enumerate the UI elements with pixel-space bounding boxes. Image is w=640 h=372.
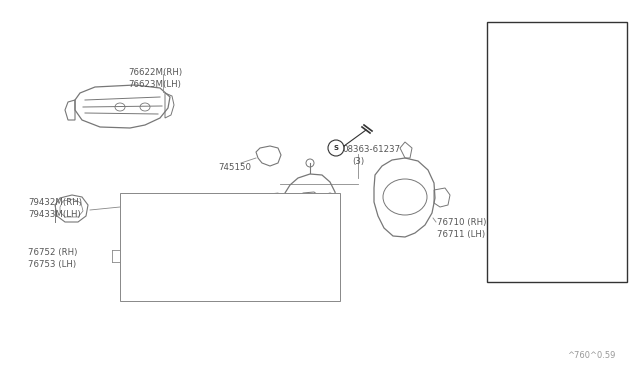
- Text: 745150: 745150: [218, 163, 251, 172]
- Text: 76753 (LH): 76753 (LH): [28, 260, 76, 269]
- Text: 76632: 76632: [516, 270, 543, 279]
- Text: 76634: 76634: [516, 210, 543, 219]
- Text: 76623M(LH): 76623M(LH): [128, 80, 181, 89]
- Text: 76622M(RH): 76622M(RH): [128, 68, 182, 77]
- Text: 76756M(RH): 76756M(RH): [192, 233, 246, 242]
- Bar: [487, 22, 627, 282]
- Text: 76631 (LH): 76631 (LH): [192, 209, 240, 218]
- Text: 76423(LH): 76423(LH): [192, 280, 237, 289]
- Text: 79433M(LH): 79433M(LH): [28, 210, 81, 219]
- Bar: [120, 193, 340, 301]
- Text: 79432M(RH): 79432M(RH): [28, 198, 82, 207]
- Text: ^760^0.59: ^760^0.59: [566, 351, 615, 360]
- Text: RH: RH: [498, 32, 511, 41]
- Text: (3): (3): [352, 157, 364, 166]
- Text: 76711 (LH): 76711 (LH): [437, 230, 485, 239]
- Text: 76710 (RH): 76710 (RH): [437, 218, 486, 227]
- Text: 76422(RH): 76422(RH): [192, 268, 239, 277]
- Text: 08363-61237: 08363-61237: [342, 145, 400, 154]
- Text: 76757M(LH): 76757M(LH): [192, 245, 245, 254]
- Text: S: S: [333, 145, 339, 151]
- Text: 76752 (RH): 76752 (RH): [28, 248, 77, 257]
- Text: 76630 (RH): 76630 (RH): [192, 197, 241, 206]
